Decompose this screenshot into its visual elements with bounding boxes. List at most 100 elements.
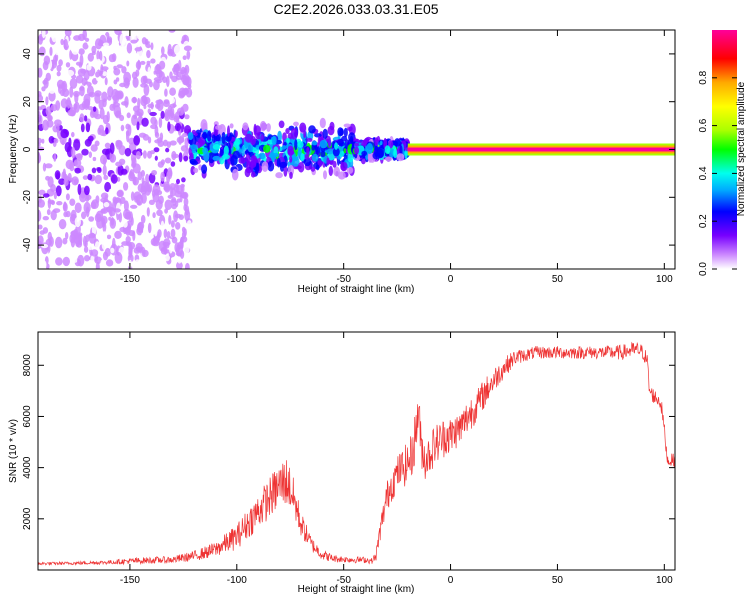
colorbar-gradient: [712, 30, 737, 269]
spectrogram-cell: [171, 75, 178, 83]
spectrogram-cell: [159, 132, 164, 141]
spectrogram-cell: [142, 134, 150, 141]
spectrogram-cell: [126, 60, 130, 67]
spectrogram-cell: [150, 58, 156, 64]
spectrogram-cell: [181, 88, 190, 95]
spectrogram-cell: [374, 137, 379, 147]
spectrogram-cell: [101, 231, 108, 243]
spectrogram-cell: [113, 208, 121, 213]
spectrogram-cell: [82, 221, 88, 228]
spectrogram-cell: [167, 194, 174, 199]
spectrogram-cell: [148, 199, 155, 205]
spectrogram-cell: [125, 236, 131, 243]
spectrogram-cell: [104, 181, 111, 193]
x-tick-label: 50: [552, 575, 564, 586]
spectrogram-cell: [94, 92, 101, 104]
spectrogram-cell: [84, 98, 91, 109]
spectrogram-cell: [135, 151, 141, 160]
spectrogram-cell: [340, 161, 348, 172]
spectrogram-cell: [60, 49, 68, 60]
spectrogram-cell: [71, 176, 79, 186]
spectrogram-cell: [275, 172, 283, 179]
spectrogram-cell: [158, 195, 164, 205]
spectrogram-cell: [186, 220, 192, 229]
snr-ticks: -150 -100 -50 0 50 100 2000 4000 6000 8000: [22, 332, 675, 586]
x-tick-label: -50: [336, 575, 351, 586]
spectrogram-cell: [168, 112, 176, 121]
spectrogram-cell: [100, 64, 104, 76]
spectrogram-cell: [162, 139, 169, 147]
spectrogram-cell: [48, 87, 56, 94]
spectrogram-cell: [88, 151, 93, 158]
spectrogram-cell: [116, 190, 124, 197]
spectrogram-cell: [42, 260, 47, 269]
spectrogram-cell: [140, 192, 147, 204]
spectrogram-cell: [179, 238, 184, 249]
spectrogram-cell: [110, 217, 115, 226]
spectrogram-cell: [99, 129, 106, 136]
spectrogram-cell: [65, 159, 74, 170]
spectrogram-cell: [161, 36, 166, 44]
spectrogram-cell: [297, 162, 305, 173]
spectrogram-cell: [62, 88, 70, 97]
snr-series: [38, 341, 675, 566]
spectrogram-cell: [131, 97, 138, 104]
spectrogram-cell: [343, 127, 348, 138]
spectrogram-cell: [150, 238, 157, 246]
spectrogram-cell: [63, 177, 69, 187]
spectrogram-cell: [149, 81, 153, 88]
spectrogram-cell: [74, 167, 81, 174]
spectrogram-cell: [38, 106, 43, 111]
spectrogram-cell: [104, 142, 111, 149]
spectrogram-cell: [143, 259, 149, 266]
spectrogram-cell: [135, 242, 143, 252]
spectrogram-cell: [84, 240, 88, 248]
spectrogram-cell: [79, 113, 85, 123]
spectrogram-cell: [38, 209, 42, 222]
colorbar-tick-label: 0.4: [698, 166, 709, 180]
spectrogram-cell: [43, 193, 50, 198]
spectrogram-cell: [58, 84, 62, 94]
spectrogram-cell: [180, 106, 184, 114]
spectrogram-cell: [248, 161, 257, 168]
spectrogram-cell: [206, 130, 212, 142]
spectrogram-cell: [320, 150, 326, 158]
spectrogram-cell: [119, 114, 125, 122]
spectrogram-cell: [176, 261, 183, 269]
spectrogram-cell: [51, 30, 58, 43]
spectrogram-cell: [149, 111, 157, 117]
spectrogram-cell: [285, 128, 290, 134]
spectrogram-cell: [81, 148, 89, 156]
spectrogram-cell: [202, 131, 208, 139]
spectrogram-cell: [134, 110, 141, 116]
spectrogram-cell: [151, 170, 158, 176]
spectrogram-cell: [177, 32, 183, 40]
spectrogram-cell: [90, 144, 98, 152]
spectrogram-cell: [297, 141, 304, 148]
spectrogram-cell: [45, 106, 52, 117]
spectrogram-cell: [69, 86, 74, 98]
spectrogram-cell: [135, 60, 142, 70]
spectrogram-cell: [277, 130, 282, 143]
y-tick-label: 8000: [22, 354, 33, 377]
spectrogram-cell: [167, 48, 174, 57]
spectrogram-cell: [145, 173, 150, 184]
spectrogram-cell: [293, 121, 299, 127]
spectrogram-cell: [182, 132, 188, 138]
spectrogram-cell: [180, 184, 185, 194]
spectrogram-cell: [178, 135, 185, 143]
spectrogram-cell: [181, 191, 189, 199]
x-tick-label: 100: [656, 575, 673, 586]
spectrogram-cell: [146, 60, 151, 65]
spectrogram-cell: [83, 70, 90, 81]
spectrogram-cell: [87, 135, 94, 142]
spectrogram-x-label: Height of straight line (km): [298, 284, 415, 295]
spectrogram-cell: [109, 151, 115, 163]
spectrogram-cell: [140, 60, 146, 65]
spectrogram-cell: [119, 82, 126, 88]
spectrogram-cell: [38, 67, 43, 78]
spectrogram-cell: [311, 141, 318, 146]
spectrogram-cell: [261, 161, 269, 173]
spectrogram-cell: [260, 134, 264, 142]
spectrogram-cell: [39, 230, 45, 235]
